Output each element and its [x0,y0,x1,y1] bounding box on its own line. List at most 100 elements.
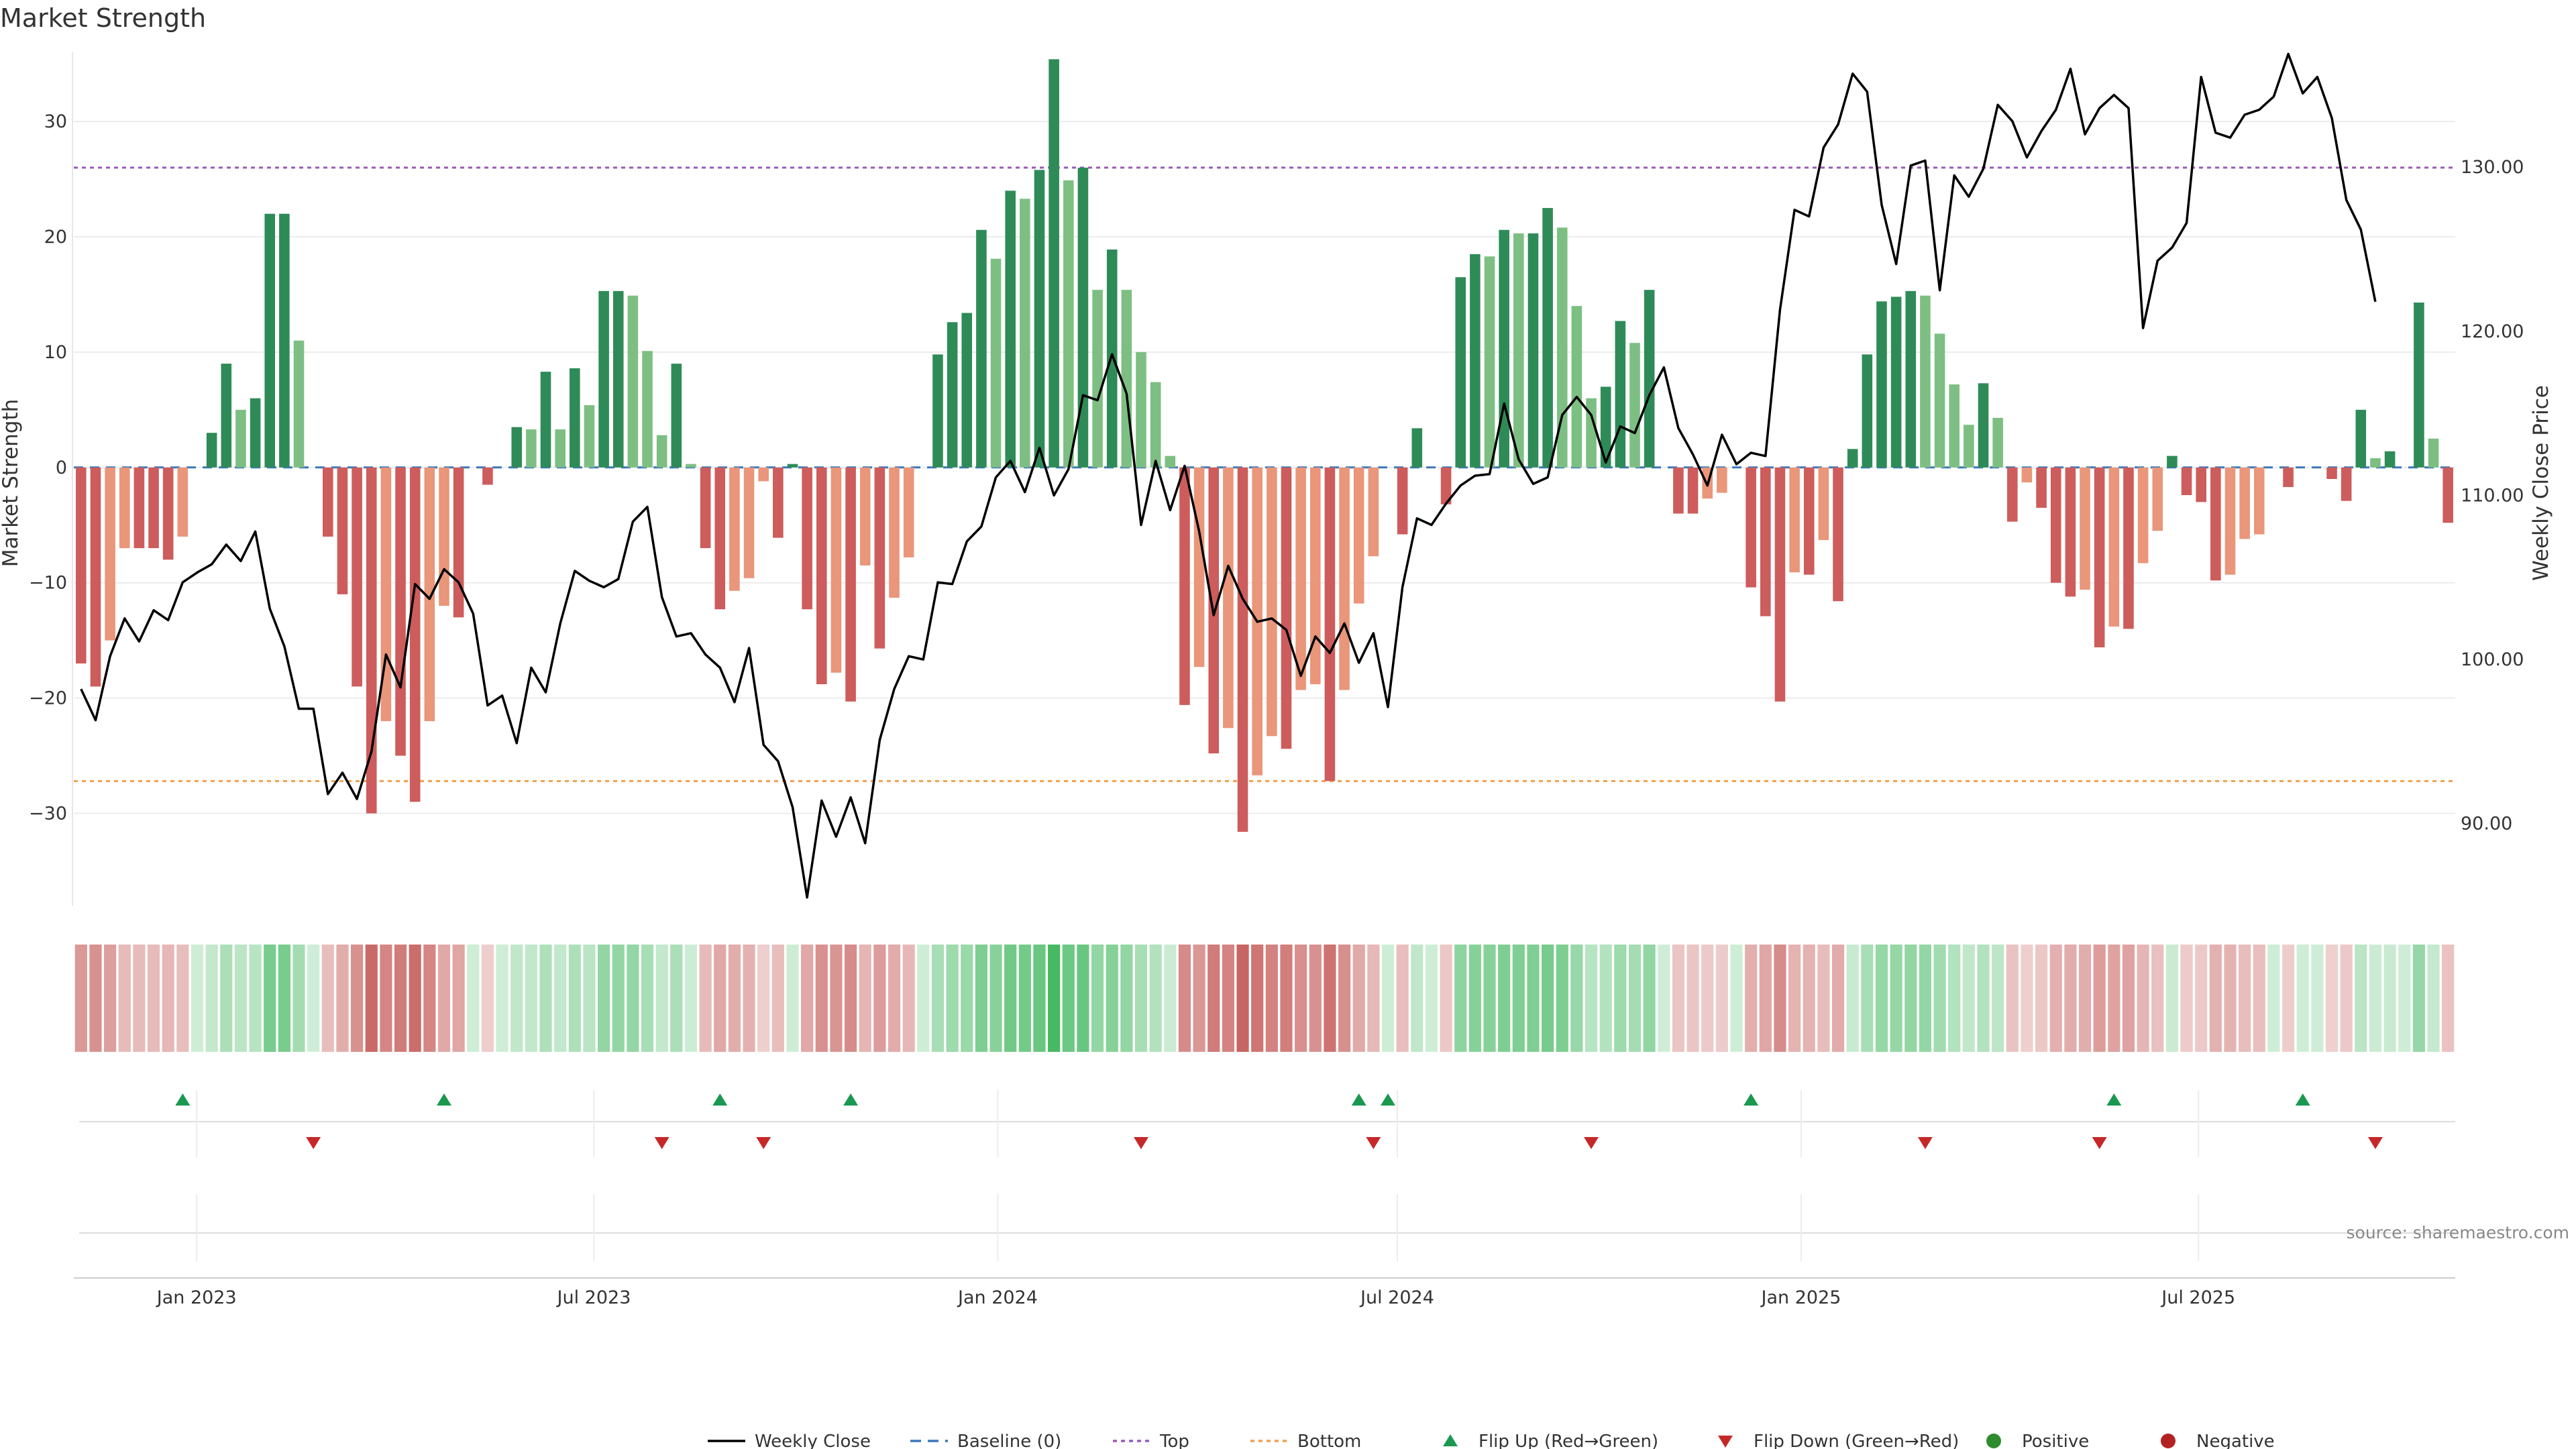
strength-bar [2239,467,2250,539]
heatmap-cell [321,945,334,1052]
flip-up-marker [175,1093,191,1106]
y2-axis-label: Weekly Close Price [2529,385,2553,581]
strength-bar [1353,467,1364,604]
strength-bar [133,467,145,549]
heatmap-cell [1265,945,1278,1052]
heatmap-cell [1992,945,2004,1052]
heatmap-cell [2383,945,2396,1052]
heatmap-cell [539,945,552,1052]
strength-bar [1746,467,1756,588]
heatmap-cell [423,945,436,1052]
y-tick-label: 10 [44,342,67,363]
heatmap-cell [1817,945,1830,1052]
heatmap-cell [2311,945,2324,1052]
flip-down-marker [1134,1137,1149,1149]
heatmap-cell [1715,945,1728,1052]
strength-bar [714,467,726,610]
strength-bar [1309,467,1321,684]
heatmap-cell [1352,945,1365,1052]
strength-bar [874,467,885,649]
x-tick-label: Jul 2024 [1359,1287,1434,1308]
heatmap-cell [2253,945,2265,1052]
heatmap-cell [1295,945,1307,1052]
heatmap-cell [2122,945,2135,1052]
y2-tick-label: 100.00 [2461,649,2524,670]
strength-bar [2384,451,2396,468]
flip-up-marker [436,1093,451,1106]
legend-label-top: Top [1159,1432,1189,1449]
y2-tick-label: 120.00 [2461,321,2524,342]
heatmap-cell [946,945,959,1052]
strength-bar [1992,417,2003,468]
heatmap-cell [437,945,451,1052]
heatmap-cell [859,945,871,1052]
strength-bar [1600,386,1611,468]
heatmap-cell [801,945,814,1052]
heatmap-cell [2282,945,2295,1052]
strength-bar [293,340,305,468]
heatmap-cell [670,945,683,1052]
strength-bar [729,467,740,591]
strength-bar [2137,467,2149,564]
flip-down-marker [2092,1137,2107,1149]
heatmap-cell [1919,945,1931,1052]
heatmap-cell [1570,945,1583,1052]
legend-label-positive: Positive [2022,1432,2089,1449]
strength-bar [352,467,362,687]
heatmap-cell [2340,945,2353,1052]
heatmap-cell [292,945,305,1052]
strength-bar [2370,458,2381,468]
legend-swatch-negative [2161,1434,2176,1448]
heatmap-cell [2064,945,2077,1052]
strength-bar [526,429,537,468]
y2-tick-label: 130.00 [2461,157,2524,178]
heatmap-cell [1614,945,1627,1052]
strength-bar [221,364,232,468]
heatmap-cell [1048,945,1061,1052]
chart-title: Market Strength [0,3,206,33]
strength-bar [2094,467,2105,647]
flip-up-marker [1351,1093,1366,1106]
strength-bar [598,290,609,468]
heatmap-cell [2108,945,2121,1052]
strength-bar [250,398,261,468]
legend-label-bottom: Bottom [1297,1432,1361,1449]
strength-bar [627,295,639,468]
y-tick-label: −20 [29,688,67,709]
strength-bar [177,467,189,537]
heatmap-cell [1251,945,1264,1052]
strength-bar [76,467,87,664]
strength-bar [1020,199,1030,468]
heatmap-cell [2224,945,2237,1052]
strength-bar [1470,254,1481,468]
heatmap-cell [1440,945,1452,1052]
strength-bar [1179,467,1190,705]
strength-bar [1063,180,1074,468]
strength-bar [802,467,812,610]
heatmap-cell [1236,945,1249,1052]
heatmap-cell [554,945,567,1052]
strength-bar [1890,297,1902,468]
flip-down-marker [2367,1137,2383,1149]
heatmap-cell [1483,945,1496,1052]
y-tick-label: 20 [44,227,67,248]
heatmap-cell [873,945,886,1052]
y2-tick-label: 110.00 [2461,485,2524,506]
strength-bar [787,464,798,468]
heatmap-cell [844,945,857,1052]
x-tick-label: Jul 2023 [556,1287,631,1308]
strength-bar [1484,256,1495,468]
heatmap-cell [220,945,233,1052]
strength-bar [2224,467,2236,575]
heatmap-cell [2195,945,2208,1052]
strength-bar [555,429,566,468]
y-axis-ticks: 30 20 10 0 −10 −20 −30 [29,111,67,824]
heatmap-cell [264,945,276,1052]
heatmap-cell [1454,945,1467,1052]
heatmap-cell [1977,945,1990,1052]
x-tick-label: Jan 2025 [1760,1287,1841,1308]
strength-bar [1571,306,1582,468]
strength-bar [1920,295,1931,468]
heatmap-cell [481,945,494,1052]
strength-bar [1556,227,1568,468]
